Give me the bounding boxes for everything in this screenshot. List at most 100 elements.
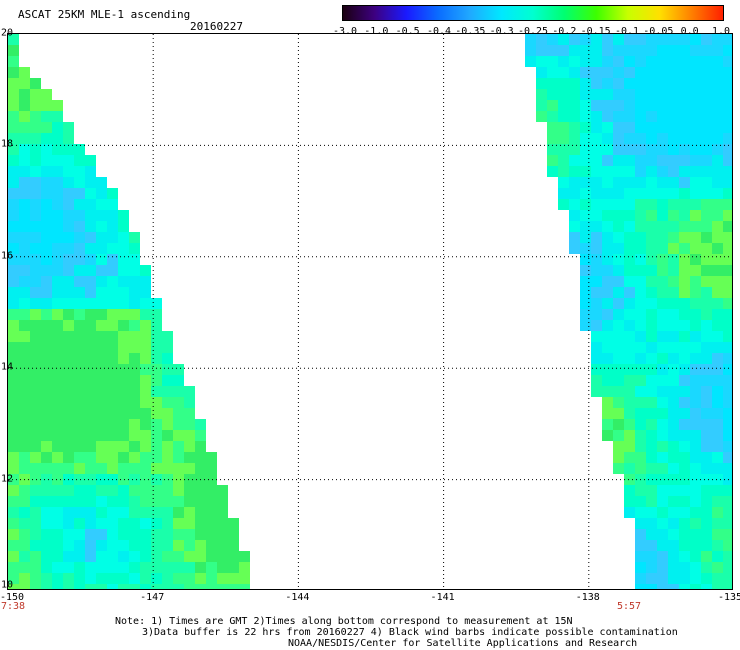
swath-cell — [635, 562, 646, 573]
swath-cell — [646, 342, 657, 353]
swath-cell — [129, 342, 140, 353]
swath-cell — [547, 34, 558, 45]
swath-cell — [613, 397, 624, 408]
swath-cell — [129, 419, 140, 430]
swath-cell — [712, 485, 723, 496]
swath-cell — [558, 177, 569, 188]
swath-cell — [41, 364, 52, 375]
swath-cell — [701, 540, 712, 551]
swath-cell — [118, 309, 129, 320]
swath-cell — [712, 309, 723, 320]
swath-cell — [690, 364, 701, 375]
swath-cell — [118, 474, 129, 485]
swath-cell — [723, 243, 732, 254]
swath-cell — [184, 463, 195, 474]
swath-cell — [30, 496, 41, 507]
swath-cell — [63, 375, 74, 386]
swath-cell — [569, 56, 580, 67]
swath-cell — [602, 419, 613, 430]
swath-cell — [129, 573, 140, 584]
swath-cell — [602, 166, 613, 177]
swath-cell — [613, 89, 624, 100]
colorbar-tick-label: -0.05 — [643, 26, 674, 37]
swath-cell — [19, 573, 30, 584]
swath-cell — [580, 298, 591, 309]
swath-cell — [118, 353, 129, 364]
swath-cell — [41, 133, 52, 144]
swath-cell — [635, 441, 646, 452]
swath-cell — [228, 573, 239, 584]
swath-cell — [184, 485, 195, 496]
swath-cell — [96, 562, 107, 573]
swath-cell — [96, 474, 107, 485]
swath-cell — [52, 419, 63, 430]
swath-cell — [118, 573, 129, 584]
swath-cell — [624, 232, 635, 243]
swath-cell — [613, 375, 624, 386]
swath-cell — [8, 540, 19, 551]
swath-cell — [30, 507, 41, 518]
swath-cell — [668, 166, 679, 177]
swath-cell — [129, 254, 140, 265]
swath-cell — [118, 507, 129, 518]
swath-cell — [668, 78, 679, 89]
swath-cell — [679, 188, 690, 199]
swath-cell — [657, 221, 668, 232]
swath-cell — [701, 507, 712, 518]
swath-cell — [613, 188, 624, 199]
swath-cell — [129, 529, 140, 540]
swath-cell — [690, 243, 701, 254]
swath-cell — [228, 529, 239, 540]
swath-cell — [74, 166, 85, 177]
swath-cell — [701, 254, 712, 265]
swath-cell — [8, 408, 19, 419]
swath-cell — [723, 353, 732, 364]
swath-cell — [558, 89, 569, 100]
swath-cell — [723, 441, 732, 452]
swath-cell — [96, 452, 107, 463]
swath-cell — [635, 276, 646, 287]
swath-cell — [701, 144, 712, 155]
swath-cell — [646, 551, 657, 562]
swath-cell — [591, 188, 602, 199]
swath-cell — [657, 122, 668, 133]
swath-cell — [657, 562, 668, 573]
swath-cell — [624, 430, 635, 441]
swath-cell — [701, 199, 712, 210]
swath-cell — [701, 353, 712, 364]
swath-cell — [19, 210, 30, 221]
swath-cell — [536, 67, 547, 78]
swath-cell — [591, 177, 602, 188]
swath-cell — [591, 133, 602, 144]
swath-cell — [657, 166, 668, 177]
swath-cell — [701, 122, 712, 133]
swath-cell — [85, 331, 96, 342]
swath-cell — [162, 452, 173, 463]
swath-cell — [63, 155, 74, 166]
swath-cell — [74, 144, 85, 155]
swath-cell — [173, 408, 184, 419]
swath-cell — [657, 342, 668, 353]
swath-cell — [635, 320, 646, 331]
swath-cell — [723, 100, 732, 111]
swath-cell — [96, 573, 107, 584]
swath-cell — [701, 441, 712, 452]
swath-cell — [712, 562, 723, 573]
swath-cell — [107, 529, 118, 540]
swath-cell — [712, 133, 723, 144]
swath-cell — [679, 430, 690, 441]
swath-cell — [41, 232, 52, 243]
swath-cell — [624, 188, 635, 199]
swath-cell — [712, 276, 723, 287]
swath-cell — [85, 342, 96, 353]
swath-cell — [613, 232, 624, 243]
swath-cell — [635, 133, 646, 144]
swath-cell — [712, 188, 723, 199]
swath-cell — [591, 265, 602, 276]
swath-cell — [701, 408, 712, 419]
swath-cell — [657, 199, 668, 210]
swath-cell — [723, 89, 732, 100]
swath-cell — [591, 155, 602, 166]
swath-cell — [74, 518, 85, 529]
swath-cell — [679, 375, 690, 386]
